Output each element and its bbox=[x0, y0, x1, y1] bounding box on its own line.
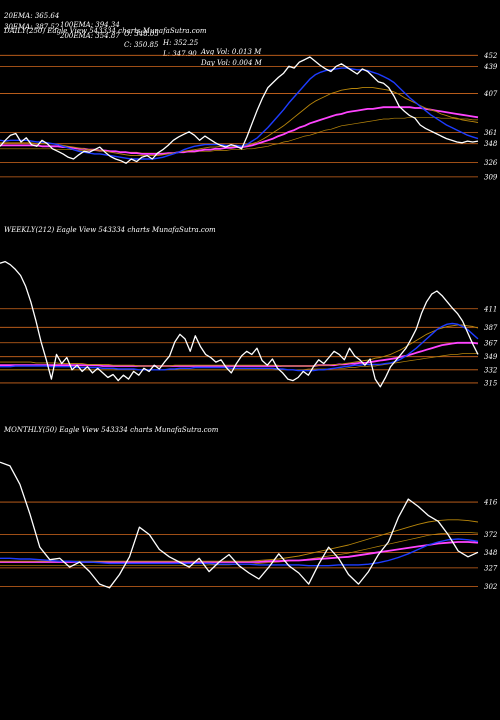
daily-ema-brown-series bbox=[0, 116, 478, 154]
daily-tick-label: 439 bbox=[483, 63, 498, 71]
ema30-label: 30EMA: 387.52 bbox=[4, 23, 60, 31]
weekly-tick-label: 332 bbox=[484, 366, 498, 374]
weekly-tick-label: 315 bbox=[484, 379, 498, 387]
weekly-panel-label: WEEKLY(212) Eagle View 543334 charts Mun… bbox=[4, 226, 216, 234]
daily-panel-label: DAILY(250) Eagle View 543334 charts Muna… bbox=[4, 27, 207, 35]
ema100-label: 100EMA: 394.34 bbox=[60, 21, 120, 29]
open-label: O: 348.05 bbox=[124, 30, 159, 38]
weekly-tick-label: 411 bbox=[483, 305, 497, 313]
ema20-label: 20EMA: 365.64 bbox=[4, 12, 60, 20]
daily-tick-label: 407 bbox=[483, 90, 498, 98]
header-row-1: 20EMA: 365.64 100EMA: 394.34 O: 348.05 H… bbox=[4, 3, 261, 66]
weekly-ema-brown-series bbox=[0, 353, 478, 371]
day-vol-label: Day Vol: 0.004 M bbox=[201, 59, 262, 67]
monthly-tick-label: 327 bbox=[484, 564, 498, 572]
weekly-tick-label: 367 bbox=[484, 339, 498, 347]
monthly-tick-label: 416 bbox=[483, 499, 498, 507]
high-label: H: 352.25 bbox=[163, 39, 199, 47]
low-label: L: 347.90 bbox=[163, 50, 197, 58]
weekly-ema-gold-series bbox=[0, 324, 479, 367]
daily-tick-label: 348 bbox=[484, 140, 498, 148]
daily-tick-label: 326 bbox=[484, 159, 498, 167]
monthly-panel-label: MONTHLY(50) Eagle View 543334 charts Mun… bbox=[4, 426, 219, 434]
monthly-tick-label: 348 bbox=[484, 549, 498, 557]
ema200-label: 200EMA: 354.87 bbox=[60, 32, 120, 40]
close-label: C: 350.85 bbox=[124, 41, 159, 49]
daily-tick-label: 361 bbox=[484, 129, 497, 137]
daily-tick-label: 309 bbox=[484, 173, 498, 181]
daily-price-series bbox=[0, 56, 479, 164]
monthly-ema-gold-series bbox=[0, 519, 479, 562]
monthly-tick-label: 302 bbox=[484, 583, 498, 591]
avg-vol-label: Avg Vol: 0.013 M bbox=[201, 48, 262, 56]
weekly-price-series bbox=[0, 260, 479, 388]
daily-ema-blue-series bbox=[0, 67, 479, 160]
weekly-tick-label: 387 bbox=[484, 324, 498, 332]
monthly-tick-label: 372 bbox=[484, 531, 498, 539]
weekly-tick-label: 349 bbox=[484, 353, 498, 361]
monthly-price-series bbox=[0, 461, 479, 589]
daily-tick-label: 452 bbox=[483, 52, 498, 60]
header-row-2: 30EMA: 387.52 200EMA: 354.87 C: 350.85 L… bbox=[4, 14, 262, 77]
